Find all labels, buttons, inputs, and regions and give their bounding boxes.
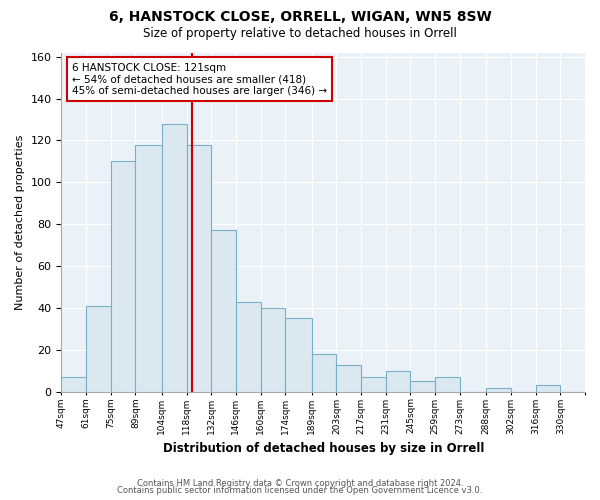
- Text: 6, HANSTOCK CLOSE, ORRELL, WIGAN, WN5 8SW: 6, HANSTOCK CLOSE, ORRELL, WIGAN, WN5 8S…: [109, 10, 491, 24]
- Bar: [536, 386, 560, 392]
- Bar: [486, 388, 511, 392]
- Bar: [211, 230, 236, 392]
- Bar: [410, 382, 435, 392]
- Bar: [435, 377, 460, 392]
- Bar: [111, 162, 136, 392]
- X-axis label: Distribution of detached houses by size in Orrell: Distribution of detached houses by size …: [163, 442, 484, 455]
- Text: Contains HM Land Registry data © Crown copyright and database right 2024.: Contains HM Land Registry data © Crown c…: [137, 478, 463, 488]
- Bar: [386, 371, 410, 392]
- Y-axis label: Number of detached properties: Number of detached properties: [15, 134, 25, 310]
- Text: 6 HANSTOCK CLOSE: 121sqm
← 54% of detached houses are smaller (418)
45% of semi-: 6 HANSTOCK CLOSE: 121sqm ← 54% of detach…: [72, 62, 327, 96]
- Bar: [361, 377, 386, 392]
- Bar: [136, 144, 162, 392]
- Bar: [162, 124, 187, 392]
- Bar: [312, 354, 337, 392]
- Text: Contains public sector information licensed under the Open Government Licence v3: Contains public sector information licen…: [118, 486, 482, 495]
- Bar: [236, 302, 260, 392]
- Bar: [61, 377, 86, 392]
- Bar: [86, 306, 111, 392]
- Text: Size of property relative to detached houses in Orrell: Size of property relative to detached ho…: [143, 28, 457, 40]
- Bar: [337, 364, 361, 392]
- Bar: [260, 308, 285, 392]
- Bar: [187, 144, 211, 392]
- Bar: [285, 318, 312, 392]
